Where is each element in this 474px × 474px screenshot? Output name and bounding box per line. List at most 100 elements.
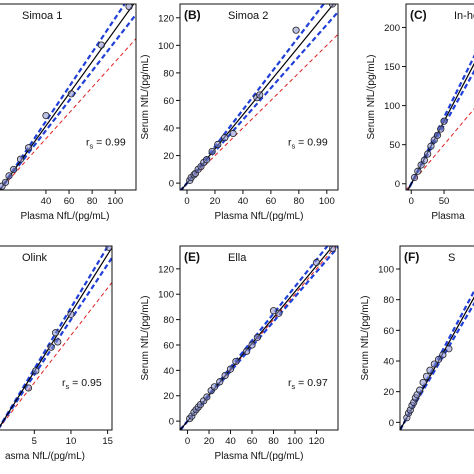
y-tick-label: 50 [389,140,400,151]
x-tick-label: 5 [32,436,37,447]
y-tick-label: 60 [163,340,174,351]
y-tick-label: 60 [383,326,394,337]
x-tick-label: 10 [66,436,77,447]
x-tick-label: 100 [287,436,303,447]
panel-2: 0 20 40 60 80 100 0 20 40 60 80 100 120 Plasma NfL/(p… [140,3,339,222]
y-axis-label: Serum NfL/(pg/mL) [366,54,377,139]
y-tick-label: 80 [163,68,174,79]
data-point [232,357,240,366]
plot-frame [399,245,474,431]
data-point [256,91,264,99]
data-point [434,355,443,364]
ci-lower-line [0,13,136,190]
data-point [414,167,422,175]
x-tick-label: 50 [439,196,450,207]
data-point [329,246,337,253]
x-tick-label: 120 [309,436,325,447]
data-point [416,386,424,394]
panel-title: Simoa 2 [228,10,268,22]
data-point [229,129,237,138]
panel-title: Simoa 1 [22,10,62,22]
data-points [186,246,337,423]
x-tick-label: 80 [294,196,305,207]
x-axis-label: Plasma [431,211,465,222]
data-point [292,26,300,34]
data-point [275,309,283,317]
data-point [422,372,431,380]
panel-3: 0 50 0 50 100 150 200 Plasma Serum NfL/(pg/mL) (C… [366,3,474,222]
data-point [42,112,50,120]
x-axis-label: asma NfL/(pg/mL) [5,451,85,462]
data-point [97,41,105,49]
panel-title: In-ho [454,10,474,22]
x-axis-label: Plasma NfL/(pg/mL) [215,451,304,462]
spearman-annotation: rs = 0.99 [86,136,126,150]
data-point [67,90,75,98]
y-tick-label: 80 [383,295,394,306]
data-point [221,134,229,142]
y-tick-label: 100 [158,41,174,52]
data-point [439,351,447,359]
data-point [210,383,218,391]
data-point [214,140,222,149]
panel-title: S [448,252,455,264]
data-point [253,333,261,341]
data-point [328,4,337,8]
data-point [208,147,216,156]
identity-line [0,282,112,428]
data-point [47,343,55,351]
data-point [248,341,256,349]
data-point [51,329,60,337]
plot-frame [179,245,339,431]
data-point [410,173,419,182]
x-tick-label: 0 [184,196,189,207]
data-point [433,131,442,139]
plot-frame [179,3,339,191]
y-tick-label: 100 [384,101,400,112]
y-tick-label: 60 [163,96,174,107]
panel-5: 0 20 40 60 80 100 120 0 20 40 60 80 100 120 Plasma NfL… [140,245,339,462]
y-tick-label: 40 [383,357,394,368]
y-axis-label: Serum NfL/(pg/mL) [140,295,151,380]
y-tick-label: 20 [163,391,174,402]
plot-frame [405,3,474,191]
panel-letter: (C) [410,8,427,22]
spearman-annotation: rs = 0.99 [288,136,328,150]
y-tick-label: 0 [395,179,400,190]
x-tick-label: 100 [107,196,123,207]
y-tick-label: 20 [163,151,174,162]
x-tick-label: 0 [185,436,190,447]
data-point [203,393,211,401]
data-points [0,4,133,190]
data-point [226,365,235,373]
x-tick-label: 0 [409,196,414,207]
x-tick-label: 60 [266,196,277,207]
data-points [186,4,337,184]
ci-upper-line [0,246,110,429]
data-point [221,371,229,380]
y-tick-label: 200 [384,23,400,34]
y-tick-label: 120 [158,264,174,275]
data-point [1,178,10,186]
panel-letter: (B) [184,8,201,22]
y-axis-label: Serum NfL/(pg/mL) [360,295,371,380]
data-point [54,338,62,346]
data-point [426,366,434,374]
plot-frame [0,3,137,191]
data-point [5,172,13,180]
data-point [445,345,453,353]
y-tick-label: 100 [158,290,174,301]
data-points [24,246,112,392]
x-tick-label: 80 [87,196,98,207]
spearman-annotation: rs = 0.95 [62,377,102,391]
data-point [24,384,33,392]
panel-title: Ella [228,252,247,264]
x-axis-label: Plasma NfL/(pg/mL) [21,211,110,222]
fit-lines [0,246,112,429]
data-point [312,258,321,267]
data-point [67,310,75,318]
panel-title: Olink [22,252,48,264]
panel-6: 0 20 40 60 80 100 Serum NfL/(pg/mL) (F) S [360,245,474,431]
y-tick-label: 40 [163,366,174,377]
